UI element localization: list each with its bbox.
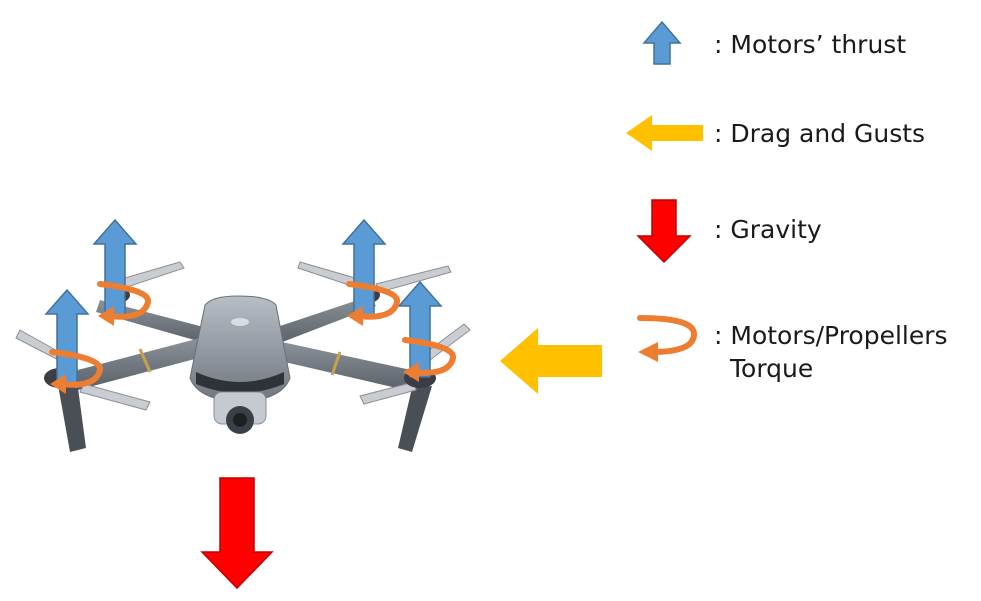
- legend-torque-label-line1: : Motors/Propellers: [714, 321, 948, 350]
- up-arrow-icon: [397, 280, 443, 378]
- left-arrow-icon: [626, 115, 703, 151]
- down-arrow-icon: [200, 477, 274, 590]
- curved-arrow-icon: [97, 281, 151, 326]
- curved-arrow-icon: [637, 315, 698, 362]
- curved-arrow-icon: [402, 337, 456, 382]
- curved-arrow-icon: [49, 349, 103, 394]
- up-arrow-icon: [642, 20, 682, 65]
- curved-arrow-icon: [346, 281, 400, 326]
- up-arrow-icon: [341, 218, 387, 316]
- legend: [626, 20, 703, 362]
- drone-image: [15, 261, 471, 452]
- legend-gravity-label: : Gravity: [714, 215, 822, 244]
- drone-thrust-arrows: [44, 218, 443, 386]
- legend-thrust-label: : Motors’ thrust: [714, 30, 907, 59]
- down-arrow-icon: [636, 199, 692, 264]
- drone-torque-arrows: [49, 281, 456, 394]
- left-arrow-icon: [500, 328, 602, 394]
- legend-torque-label-line2: Torque: [730, 354, 814, 383]
- legend-drag-label: : Drag and Gusts: [714, 119, 926, 148]
